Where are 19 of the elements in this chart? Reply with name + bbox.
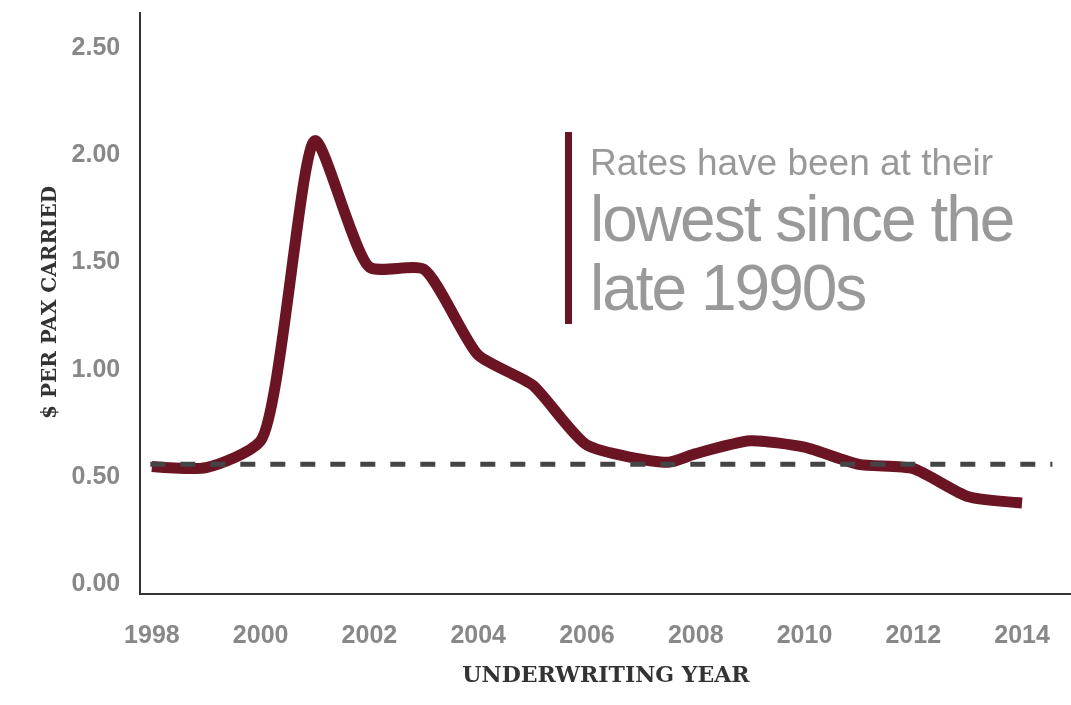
y-tick-label: 2.50 [71, 32, 121, 61]
x-tick-label: 2008 [667, 619, 724, 648]
x-tick-label: 2000 [232, 619, 289, 648]
x-axis-title: UNDERWRITING YEAR [462, 661, 751, 688]
y-tick-label: 1.00 [71, 353, 121, 382]
x-tick-label: 2010 [776, 619, 833, 648]
x-tick-label: 2004 [450, 619, 507, 648]
x-tick-label: 2006 [559, 619, 615, 648]
y-tick-label: 0.00 [71, 568, 121, 597]
x-tick-label: 2014 [994, 619, 1050, 648]
y-tick-label: 2.00 [71, 139, 121, 168]
x-tick-label: 1998 [124, 619, 180, 648]
y-tick-label: 1.50 [71, 246, 121, 275]
x-tick-label: 2002 [341, 619, 398, 648]
x-tick-label: 2012 [885, 619, 942, 648]
y-tick-label: 0.50 [71, 460, 121, 489]
annotation: lowest since the late 1990s [590, 183, 1015, 325]
y-axis-title: $ PER PAX CARRIED [36, 186, 61, 419]
annotation: Rates have been at their [590, 142, 994, 185]
